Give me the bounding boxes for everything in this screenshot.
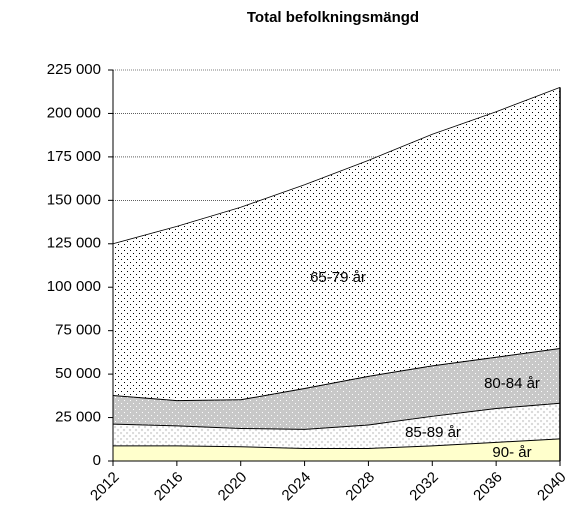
y-tick-label: 100 000: [47, 278, 101, 295]
x-tick-label: 2032: [406, 469, 442, 505]
y-tick-label: 25 000: [55, 409, 101, 426]
x-tick-label: 2036: [470, 469, 506, 505]
area: [113, 348, 560, 429]
x-tick-label: 2020: [215, 469, 251, 505]
area: [113, 87, 560, 401]
y-tick-label: 225 000: [47, 61, 101, 78]
area-line: [112, 87, 561, 245]
y-tick-label: 200 000: [47, 104, 101, 121]
series-label: 80-84 år: [484, 375, 540, 392]
series-label: 65-79 år: [310, 269, 366, 286]
chart-title: Total befolkningsmängd: [247, 9, 419, 26]
x-tick-label: 2024: [279, 469, 315, 505]
series-label: 85-89 år: [405, 424, 461, 441]
x-tick-label: 2028: [342, 469, 378, 505]
x-tick-label: 2040: [534, 469, 565, 505]
y-tick-label: 150 000: [47, 191, 101, 208]
area: [113, 438, 560, 461]
y-tick-label: 175 000: [47, 148, 101, 165]
y-tick-label: 75 000: [55, 322, 101, 339]
series-label: 90- år: [492, 444, 531, 461]
y-tick-label: 125 000: [47, 235, 101, 252]
x-tick-label: 2012: [87, 469, 123, 505]
area-line: [112, 401, 561, 430]
y-tick-label: 50 000: [55, 365, 101, 382]
x-tick-label: 2016: [151, 469, 187, 505]
y-tick-label: 0: [93, 452, 101, 469]
